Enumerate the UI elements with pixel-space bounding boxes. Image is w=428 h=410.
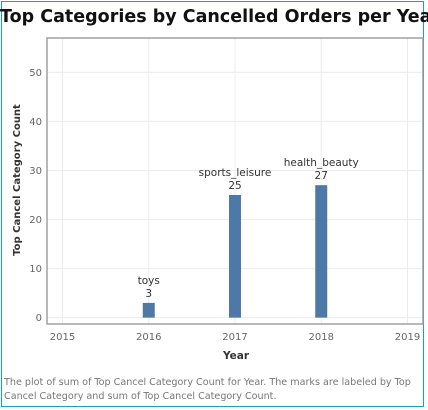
y-tick-label: 0 — [36, 313, 42, 324]
y-tick-label: 50 — [29, 68, 42, 79]
y-tick-label: 30 — [29, 166, 42, 177]
y-tick-label: 10 — [29, 264, 42, 275]
x-tick-label: 2017 — [222, 332, 247, 343]
y-tick-label: 40 — [29, 117, 42, 128]
bar-health_beauty — [315, 185, 328, 318]
bar-category-label: toys — [138, 275, 160, 287]
y-tick-label: 20 — [29, 215, 42, 226]
bar-value-label: 3 — [145, 288, 152, 300]
bar-value-label: 25 — [228, 180, 241, 192]
bar-sports_leisure — [229, 194, 241, 318]
bar-category-label: health_beauty — [284, 157, 359, 169]
bars — [142, 185, 328, 318]
chart-footnote: The plot of sum of Top Cancel Category C… — [4, 377, 411, 402]
bar-toys — [142, 302, 155, 318]
y-axis-ticks: 0 10 20 30 40 50 — [29, 68, 42, 324]
x-tick-label: 2015 — [50, 332, 75, 343]
x-tick-label: 2019 — [395, 332, 420, 343]
x-tick-label: 2016 — [136, 332, 161, 343]
bar-category-label: sports_leisure — [199, 167, 272, 179]
x-axis-ticks: 2015 2016 2017 2018 2019 — [50, 332, 420, 343]
bar-value-label: 27 — [315, 170, 328, 182]
chart-title: Top Categories by Cancelled Orders per Y… — [0, 7, 428, 27]
x-tick-label: 2018 — [309, 332, 334, 343]
plot-area-border — [46, 37, 424, 325]
y-axis-label: Top Cancel Category Count — [12, 104, 23, 256]
x-axis-label: Year — [222, 350, 250, 362]
